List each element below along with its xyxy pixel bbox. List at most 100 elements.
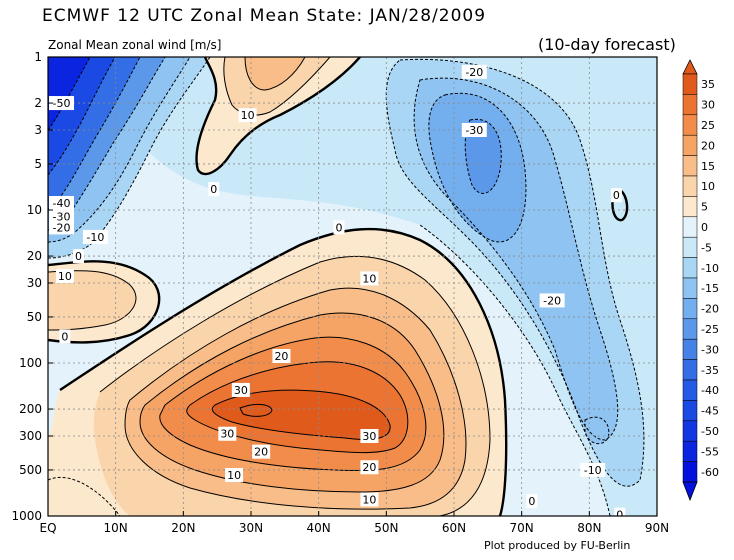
contour-label-bg xyxy=(610,188,622,203)
contour-label-bg xyxy=(360,492,379,507)
contour-label-text: -30 xyxy=(465,124,483,137)
contour-label-text: 0 xyxy=(528,495,535,508)
colorbar-label: 20 xyxy=(701,139,715,152)
colorbar-swatch xyxy=(682,257,698,279)
colorbar-swatch xyxy=(682,400,698,422)
y-tick-label: 3 xyxy=(34,123,42,137)
colorbar-label: -60 xyxy=(701,466,719,479)
contour-label-bg xyxy=(539,293,565,308)
colorbar-swatch xyxy=(682,277,698,299)
contour-label: 10 xyxy=(225,468,244,483)
contour-label-bg xyxy=(231,382,250,397)
chart-title: ECMWF 12 UTC Zonal Mean State: JAN/28/20… xyxy=(42,6,487,26)
contour-label-bg xyxy=(461,64,487,79)
contour-label-text: -50 xyxy=(53,97,71,110)
contour-label: 0 xyxy=(610,188,622,203)
contour-label-bg xyxy=(238,108,257,123)
colorbar-swatch xyxy=(682,73,698,95)
contour-label-text: -40 xyxy=(53,197,71,210)
contour-label-text: 30 xyxy=(234,384,248,397)
contour-label: -20 xyxy=(461,64,487,79)
forecast-label: (10-day forecast) xyxy=(538,35,676,54)
contour-label-bg xyxy=(72,249,84,264)
contour-label: -10 xyxy=(580,462,606,477)
colorbar-label: 35 xyxy=(701,78,715,91)
y-tick-label: 10 xyxy=(27,203,42,217)
colorbar-swatch xyxy=(682,236,698,258)
contour-label-text: -10 xyxy=(86,231,104,244)
contour-label: -20 xyxy=(539,293,565,308)
contour-label: 10 xyxy=(55,268,74,283)
x-tick-label: 70N xyxy=(510,521,534,535)
colorbar-label: 5 xyxy=(701,201,708,214)
colorbar-swatch xyxy=(682,196,698,218)
colorbar-swatch xyxy=(682,216,698,238)
y-tick-label: 2 xyxy=(34,96,42,110)
contour-label: 10 xyxy=(238,108,257,123)
contour-label: 0 xyxy=(333,220,345,235)
contour-label: 30 xyxy=(231,382,250,397)
contour-label-bg xyxy=(55,268,74,283)
contour-label-bg xyxy=(82,229,108,244)
contour-label-text: 20 xyxy=(274,350,288,363)
colorbar-swatch xyxy=(682,114,698,136)
colorbar-swatch xyxy=(682,420,698,442)
contour-label-text: 0 xyxy=(616,509,623,522)
contour-label-bg xyxy=(526,494,538,509)
credit-label: Plot produced by FU-Berlin xyxy=(484,539,631,552)
colorbar-label: 25 xyxy=(701,119,715,132)
y-tick-label: 30 xyxy=(27,276,42,290)
colorbar-label: -35 xyxy=(701,364,719,377)
contour-label-text: 10 xyxy=(362,272,376,285)
x-tick-label: 60N xyxy=(442,521,466,535)
contour-label-bg xyxy=(208,182,220,197)
contour-label: 30 xyxy=(218,426,237,441)
contour-label-bg xyxy=(252,444,271,459)
colorbar-swatch xyxy=(682,298,698,320)
contour-label-text: 10 xyxy=(58,270,72,283)
contour-label-bg xyxy=(225,468,244,483)
colorbar-label: -55 xyxy=(701,445,719,458)
colorbar-swatch xyxy=(682,461,698,483)
contour-label-text: 20 xyxy=(362,461,376,474)
y-tick-label: 1 xyxy=(34,50,42,64)
contour-label: 10 xyxy=(360,271,379,286)
contour-label-text: -20 xyxy=(543,294,561,307)
contour-label: -20 xyxy=(49,220,75,235)
contour-label-text: 0 xyxy=(75,250,82,263)
contour-label-bg xyxy=(272,348,291,363)
contour-label-text: -20 xyxy=(465,66,483,79)
contour-label-bg xyxy=(360,271,379,286)
grid-lines xyxy=(48,57,657,516)
contour-label-bg xyxy=(49,220,75,235)
colorbar: 35 30 25 20 15 10 5 0 -5 -10 -15 -20 -25 -30 -35 -40 -45… xyxy=(682,59,719,502)
colorbar-label: 0 xyxy=(701,221,708,234)
contour-label-text: 30 xyxy=(362,430,376,443)
colorbar-label: -5 xyxy=(701,241,712,254)
x-tick-label: 80N xyxy=(577,521,601,535)
colorbar-swatch xyxy=(682,338,698,360)
colorbar-label: -30 xyxy=(701,343,719,356)
contour-label-text: -10 xyxy=(584,464,602,477)
colorbar-label: -50 xyxy=(701,425,719,438)
contour-label-bg xyxy=(580,462,606,477)
x-tick-label: 30N xyxy=(239,521,263,535)
x-tick-label: 40N xyxy=(307,521,331,535)
contour-label: -40 xyxy=(49,195,75,210)
colorbar-label: 15 xyxy=(701,160,715,173)
x-tick-label: EQ xyxy=(39,521,56,535)
contour-label-bg xyxy=(49,209,75,224)
colorbar-swatch xyxy=(682,94,698,116)
colorbar-label: -15 xyxy=(701,282,719,295)
colorbar-swatch xyxy=(682,155,698,177)
contour-label-text: -30 xyxy=(53,210,71,223)
colorbar-label: -10 xyxy=(701,262,719,275)
contour-label-text: 10 xyxy=(241,109,255,122)
y-tick-label: 300 xyxy=(19,429,42,443)
y-tick-label: 20 xyxy=(27,249,42,263)
contour-label-text: 0 xyxy=(61,330,68,343)
x-tick-label: 10N xyxy=(104,521,128,535)
y-tick-label: 100 xyxy=(19,356,42,370)
contour-label: 10 xyxy=(360,492,379,507)
